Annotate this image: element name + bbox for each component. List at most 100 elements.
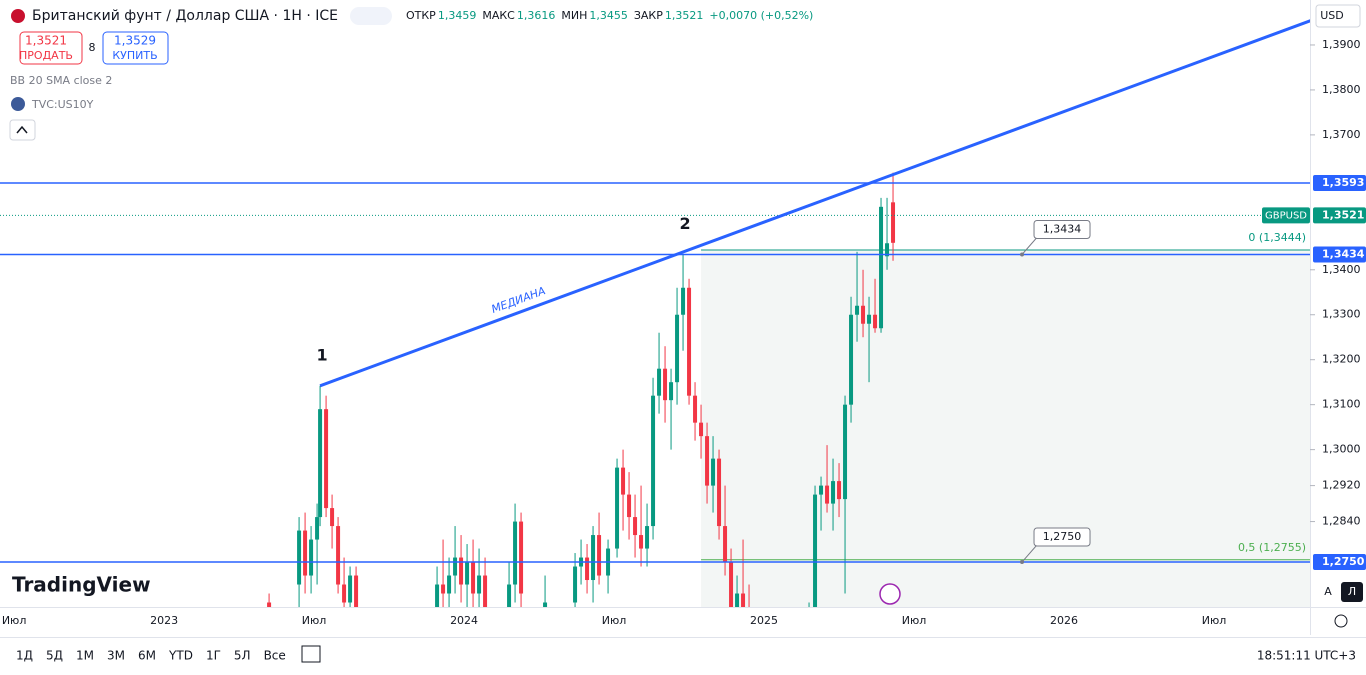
currency-button[interactable] bbox=[1315, 4, 1361, 28]
range-button[interactable]: 5Л bbox=[234, 649, 251, 663]
candle-body bbox=[354, 575, 359, 607]
range-button[interactable]: 1М bbox=[76, 649, 94, 663]
candle-body bbox=[837, 481, 842, 500]
candle-body bbox=[453, 557, 458, 576]
candle-body bbox=[315, 517, 320, 540]
x-tick-label: Июл bbox=[2, 614, 27, 627]
x-tick-label: Июл bbox=[602, 614, 627, 627]
candle-body bbox=[843, 404, 848, 500]
settings-icon[interactable] bbox=[1334, 614, 1348, 628]
price-badge-label: 1,3434 bbox=[1322, 247, 1365, 260]
indicator: TVC:US10Y bbox=[31, 98, 94, 111]
symbol-badge bbox=[1262, 207, 1310, 224]
candle-body bbox=[651, 395, 656, 527]
event-icon[interactable] bbox=[879, 583, 901, 605]
candle-body bbox=[813, 494, 818, 607]
ohlc-label: МИН bbox=[561, 9, 587, 22]
candle-body bbox=[585, 557, 590, 581]
sell-label: ПРОДАТЬ bbox=[19, 49, 73, 62]
candle-body bbox=[849, 314, 854, 405]
clock: 18:51:11 UTC+3 bbox=[1257, 649, 1356, 663]
candle-body bbox=[330, 508, 335, 527]
range-button[interactable]: 1Д bbox=[16, 649, 33, 663]
x-tick-label: 2024 bbox=[450, 614, 478, 627]
candle-body bbox=[591, 535, 596, 581]
ohlc-value: 1,3521 bbox=[665, 9, 704, 22]
symbol-title: Британский фунт / Доллар США · 1H · ICE bbox=[32, 8, 338, 24]
x-tick-label: Июл bbox=[1202, 614, 1227, 627]
range-button[interactable]: 5Д bbox=[46, 649, 63, 663]
scale-button[interactable]: A bbox=[1324, 585, 1332, 598]
candle-body bbox=[879, 206, 884, 329]
pivot-label: 1 bbox=[317, 345, 328, 364]
candle-body bbox=[318, 409, 323, 518]
candle-body bbox=[729, 562, 734, 607]
sell-price: 1,3521 bbox=[25, 34, 67, 48]
price-badge-label: 1,2750 bbox=[1322, 555, 1365, 568]
range-button[interactable]: 3М bbox=[107, 649, 125, 663]
candle-body bbox=[891, 202, 896, 243]
x-tick-label: Июл bbox=[902, 614, 927, 627]
ohlc-label: ЗАКР bbox=[634, 9, 663, 22]
sell-button[interactable] bbox=[19, 31, 83, 65]
symbol-icon bbox=[11, 9, 25, 23]
candle-body bbox=[543, 602, 548, 607]
price-badge-label: 1,3521 bbox=[1322, 208, 1364, 221]
range-button[interactable]: 1Г bbox=[206, 649, 221, 663]
callout-anchor bbox=[1020, 252, 1025, 257]
candle-body bbox=[705, 436, 710, 486]
buy-label: КУПИТЬ bbox=[112, 49, 157, 62]
candle-body bbox=[687, 287, 692, 396]
ohlc-value: 1,3459 bbox=[438, 9, 477, 22]
candle-body bbox=[597, 535, 602, 576]
collapse-button[interactable] bbox=[9, 119, 36, 141]
x-tick-label: 2026 bbox=[1050, 614, 1078, 627]
scale-button-bg[interactable] bbox=[1341, 582, 1363, 602]
y-tick-label: 1,3100 bbox=[1322, 398, 1361, 411]
candle-body bbox=[435, 584, 440, 607]
candle-body bbox=[669, 382, 674, 401]
candle-body bbox=[657, 368, 662, 396]
pivot-label: 2 bbox=[679, 214, 690, 233]
candle-body bbox=[693, 395, 698, 423]
fib-label: 0 (1,3444) bbox=[1248, 231, 1306, 244]
date-range-icon[interactable] bbox=[301, 645, 321, 663]
candle-body bbox=[348, 575, 353, 603]
price-badge bbox=[1313, 554, 1366, 571]
candle-body bbox=[336, 526, 341, 585]
y-tick-label: 1,3400 bbox=[1322, 263, 1361, 276]
candle-body bbox=[477, 575, 482, 594]
fib-label: 0,5 (1,2755) bbox=[1238, 541, 1306, 554]
y-tick-label: 1,2840 bbox=[1322, 515, 1361, 528]
scale-button[interactable]: Л bbox=[1348, 585, 1356, 598]
candle-body bbox=[861, 305, 866, 324]
overlay: Британский фунт / Доллар США · 1H · ICE … bbox=[9, 4, 1363, 663]
candle-body bbox=[309, 539, 314, 576]
symbol-badge-label: GBPUSD bbox=[1265, 210, 1307, 221]
candle-body bbox=[342, 584, 347, 603]
candle-body bbox=[507, 584, 512, 607]
candle-body bbox=[735, 593, 740, 607]
candle-body bbox=[441, 584, 446, 594]
range-button[interactable]: Все bbox=[264, 649, 286, 663]
callout-label: 1,2750 bbox=[1043, 530, 1082, 543]
candle-body bbox=[483, 575, 488, 607]
price-badge bbox=[1313, 246, 1366, 263]
candle-body bbox=[639, 535, 644, 549]
range-button[interactable]: YTD bbox=[168, 649, 193, 663]
collapse-icon bbox=[16, 125, 28, 134]
candle-body bbox=[663, 368, 668, 401]
fib-zone bbox=[701, 249, 1310, 607]
candle-body bbox=[645, 526, 650, 549]
candle-body bbox=[711, 458, 716, 486]
y-tick-label: 1,3000 bbox=[1322, 443, 1361, 456]
y-tick-label: 1,3200 bbox=[1322, 353, 1361, 366]
candle-body bbox=[303, 530, 308, 576]
y-tick-label: 1,3700 bbox=[1322, 128, 1361, 141]
candle-body bbox=[459, 557, 464, 585]
buy-button[interactable] bbox=[102, 31, 169, 65]
candle-body bbox=[699, 422, 704, 437]
range-button[interactable]: 6М bbox=[138, 649, 156, 663]
candle-body bbox=[717, 458, 722, 527]
